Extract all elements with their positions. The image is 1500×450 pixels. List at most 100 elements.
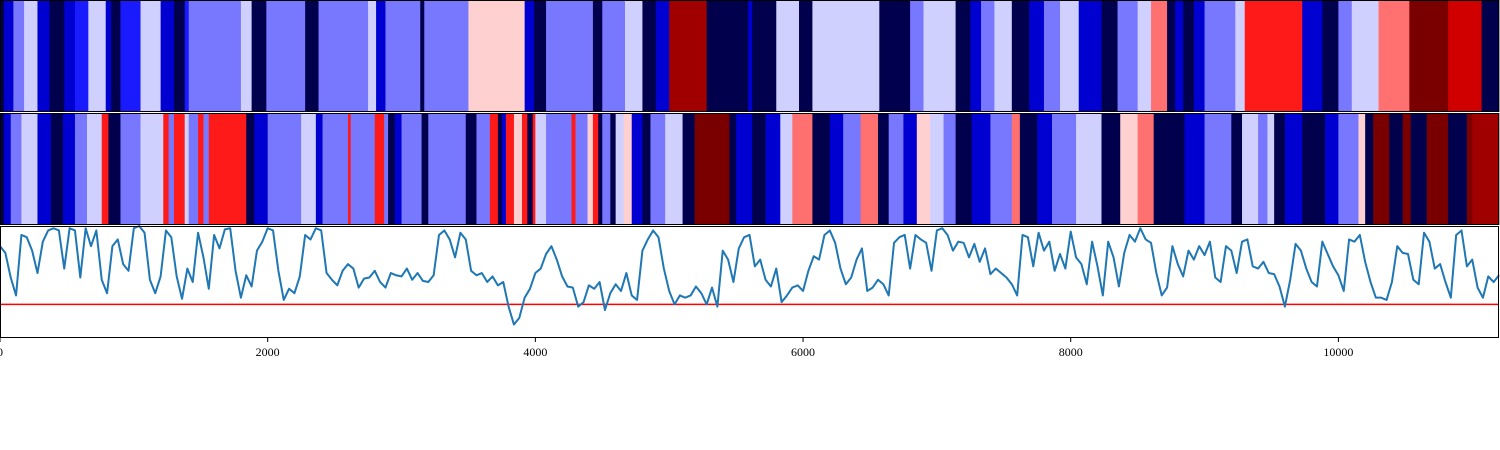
- heatmap-cell: [631, 113, 643, 225]
- heatmap-cell: [394, 113, 402, 225]
- heatmap-cell: [49, 0, 65, 112]
- heatmap-cell: [1175, 0, 1184, 112]
- heatmap-cell: [184, 113, 190, 225]
- heatmap-cell: [50, 113, 64, 225]
- heatmap-cell: [799, 0, 813, 112]
- heatmap-cell: [184, 0, 190, 112]
- heatmap-cell: [571, 113, 576, 225]
- heatmap-cell: [981, 0, 995, 112]
- heatmap-cell: [1117, 0, 1139, 112]
- heatmap-cell: [160, 0, 175, 112]
- heatmap-cell: [1373, 113, 1390, 225]
- heatmap-cell: [1325, 113, 1339, 225]
- heatmap-cell: [88, 0, 107, 112]
- heatmap-cell: [829, 113, 844, 225]
- heatmap-cell: [384, 113, 389, 225]
- heatmap-cell: [843, 113, 861, 225]
- panel-frame: [0, 0, 1499, 112]
- heatmap-cell: [615, 113, 625, 225]
- heatmap-cell: [1481, 0, 1500, 112]
- heatmap-cell: [208, 113, 247, 225]
- heatmap-cell: [1448, 0, 1482, 112]
- line-panel: [0, 225, 1500, 338]
- heatmap-cell: [1101, 0, 1118, 112]
- heatmap-cell: [240, 0, 253, 112]
- heatmap-cell: [546, 0, 594, 112]
- heatmap-cell: [623, 113, 633, 225]
- heatmap-cell: [10, 113, 22, 225]
- heatmap-panel-middle: [0, 113, 1500, 225]
- heatmap-cell: [173, 0, 186, 112]
- heatmap-cell: [1242, 113, 1259, 225]
- heatmap-cell: [888, 113, 904, 225]
- heatmap-cell: [62, 113, 76, 225]
- heatmap-cell: [1302, 0, 1323, 112]
- heatmap-cell: [1204, 0, 1236, 112]
- heatmap-cell: [401, 113, 422, 225]
- heatmap-cell: [37, 113, 52, 225]
- heatmap-cell: [1019, 113, 1038, 225]
- heatmap-cell: [521, 113, 528, 225]
- heatmap-cell: [1051, 113, 1077, 225]
- heatmap-cell: [610, 113, 617, 225]
- heatmap-cell: [188, 0, 242, 112]
- heatmap-cell: [513, 113, 523, 225]
- heatmap-cell: [120, 113, 141, 225]
- heatmap-cell: [0, 113, 5, 225]
- heatmap-cell: [748, 0, 753, 112]
- heatmap-cell: [347, 113, 352, 225]
- heatmap-cell: [729, 113, 737, 225]
- heatmap-cell: [105, 0, 112, 112]
- x-tick-label: 0: [0, 345, 3, 359]
- heatmap-cell: [1267, 113, 1275, 225]
- heatmap-cell: [930, 113, 944, 225]
- heatmap-cell: [489, 113, 499, 225]
- heatmap-cell: [74, 0, 89, 112]
- heatmap-cell: [598, 113, 603, 225]
- heatmap-cell: [4, 113, 12, 225]
- heatmap-cell: [120, 0, 141, 112]
- heatmap-cell: [706, 0, 749, 112]
- heatmap-cell: [37, 0, 50, 112]
- heatmap-cell: [1426, 113, 1449, 225]
- heatmap-cell: [1235, 0, 1246, 112]
- heatmap-cell: [1029, 0, 1045, 112]
- heatmap-cell: [501, 113, 507, 225]
- heatmap-cell: [374, 113, 385, 225]
- heatmap-cell: [592, 0, 603, 112]
- heatmap-cell: [505, 113, 515, 225]
- heatmap-cell: [428, 113, 467, 225]
- heatmap-cell: [877, 113, 890, 225]
- heatmap-cell: [13, 0, 25, 112]
- heatmap-cell: [1078, 0, 1102, 112]
- heatmap-cell: [532, 113, 536, 225]
- heatmap-cell: [694, 113, 730, 225]
- heatmap-cell: [188, 113, 199, 225]
- heatmap-cell: [64, 0, 76, 112]
- heatmap-cell: [970, 0, 982, 112]
- heatmap-cell: [812, 0, 880, 112]
- heatmap-cell: [1338, 113, 1359, 225]
- heatmap-cell: [625, 0, 643, 112]
- panel-frame: [0, 226, 1499, 338]
- heatmap-cell: [587, 113, 594, 225]
- heatmap-cell: [163, 113, 170, 225]
- heatmap-cell: [0, 0, 5, 112]
- heatmap-cell: [669, 0, 708, 112]
- heatmap-cell: [87, 113, 103, 225]
- heatmap-cell: [575, 113, 588, 225]
- heatmap-cell: [1076, 113, 1102, 225]
- heatmap-cell: [1060, 0, 1080, 112]
- heatmap-cell: [527, 113, 534, 225]
- x-tick-label: 10000: [1323, 345, 1353, 359]
- heatmap-cell: [305, 0, 319, 112]
- heatmap-cell: [1193, 0, 1205, 112]
- heatmap-cell: [765, 113, 781, 225]
- heatmap-cell: [465, 113, 477, 225]
- heatmap-cell: [602, 0, 626, 112]
- heatmap-cell: [955, 113, 973, 225]
- heatmap-cell: [388, 113, 396, 225]
- heatmap-cell: [642, 0, 657, 112]
- heatmap-cell: [879, 0, 911, 112]
